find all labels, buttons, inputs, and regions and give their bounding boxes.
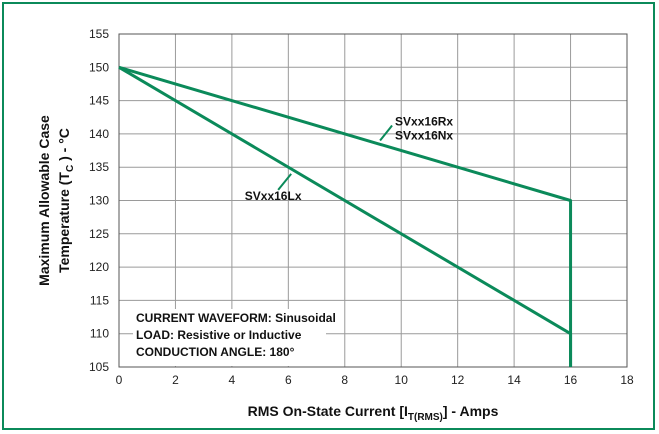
y-axis-label-line2-subscript: C <box>65 165 76 172</box>
y-tick-label: 125 <box>89 227 109 241</box>
y-tick-label: 105 <box>89 360 109 374</box>
y-tick-label: 145 <box>89 94 109 108</box>
x-ticks: 0 2 4 6 8 10 12 14 16 18 <box>116 373 634 387</box>
x-axis-label-main: RMS On-State Current [I <box>248 403 408 419</box>
x-axis-label-tail: ] - Amps <box>443 403 499 419</box>
x-tick-label: 8 <box>341 373 348 387</box>
y-axis-label-line2-post: ) - °C <box>56 128 72 165</box>
x-tick-label: 12 <box>451 373 465 387</box>
y-axis-label: Maximum Allowable Case Temperature (TC )… <box>36 115 76 286</box>
y-axis-label-line2-pre: Temperature (T <box>56 172 72 273</box>
x-tick-label: 14 <box>507 373 521 387</box>
series-label: SVxx16Nx <box>395 129 453 143</box>
annotation: CURRENT WAVEFORM: Sinusoidal LOAD: Resist… <box>136 311 336 359</box>
x-tick-label: 16 <box>564 373 578 387</box>
annotation-line: CONDUCTION ANGLE: 180° <box>136 345 295 359</box>
x-tick-label: 2 <box>172 373 179 387</box>
y-tick-label: 130 <box>89 194 109 208</box>
x-tick-label: 0 <box>116 373 123 387</box>
series-label-leader <box>277 173 292 191</box>
series-lines <box>118 65 573 367</box>
annotation-line: CURRENT WAVEFORM: Sinusoidal <box>136 311 336 325</box>
chart-frame <box>2 2 655 430</box>
x-tick-label: 10 <box>395 373 409 387</box>
x-tick-label: 18 <box>620 373 634 387</box>
y-axis-label-line1: Maximum Allowable Case <box>36 115 52 286</box>
annotation-line: LOAD: Resistive or Inductive <box>136 328 302 342</box>
y-axis-label-line2: Temperature (TC ) - °C <box>56 128 76 273</box>
x-tick-label: 6 <box>285 373 292 387</box>
y-tick-label: 155 <box>89 27 109 41</box>
series-label: SVxx16Rx <box>395 115 453 129</box>
x-tick-label: 4 <box>229 373 236 387</box>
y-tick-label: 120 <box>89 260 109 274</box>
series-label-leader <box>379 124 393 142</box>
x-axis-label: RMS On-State Current [IT(RMS)] - Amps <box>248 403 499 423</box>
y-tick-label: 135 <box>89 160 109 174</box>
x-axis-label-subscript: T(RMS) <box>408 412 443 423</box>
plot-border <box>118 33 628 368</box>
annotation-background <box>133 309 326 366</box>
y-tick-label: 110 <box>90 327 109 341</box>
series-label: SVxx16Lx <box>245 189 302 203</box>
y-tick-label: 150 <box>89 60 109 74</box>
y-tick-label: 115 <box>90 293 109 307</box>
series-line <box>118 66 573 367</box>
series-line <box>118 65 573 367</box>
y-tick-label: 140 <box>89 127 109 141</box>
y-ticks: 105 110 115 120 125 130 135 140 145 150 155 <box>89 27 109 374</box>
